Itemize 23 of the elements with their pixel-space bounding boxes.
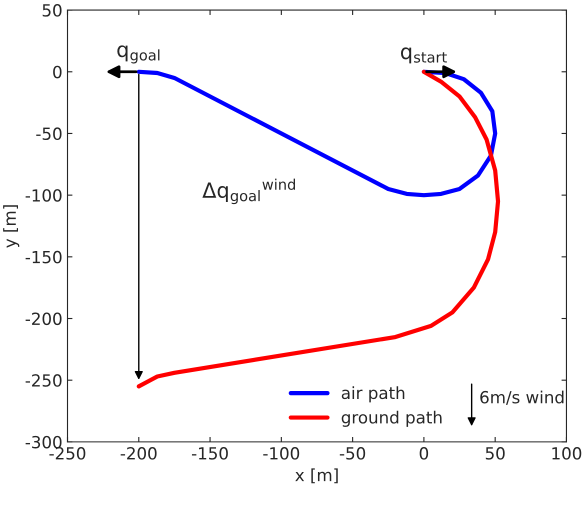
- y-tick-label: -200: [26, 312, 62, 326]
- x-axis-title: x [m]: [295, 468, 338, 484]
- legend-label: ground path: [342, 410, 442, 427]
- y-tick-label: -100: [26, 189, 62, 202]
- x-tick-label: 100: [552, 447, 582, 460]
- legend-label: air path: [342, 386, 404, 402]
- x-tick-label: -50: [340, 447, 366, 460]
- y-tick-label: 50: [42, 4, 62, 17]
- x-tick-label: 50: [486, 447, 505, 460]
- y-tick-label: -150: [26, 250, 62, 264]
- x-tick-label: 0: [420, 447, 428, 460]
- x-tick-label: -200: [120, 447, 157, 460]
- x-tick-label: -100: [263, 447, 300, 460]
- y-tick-label: -300: [26, 436, 62, 448]
- y-axis-title: y [m]: [3, 205, 20, 248]
- y-tick-label: -250: [26, 374, 62, 387]
- x-tick-label: -150: [192, 447, 228, 460]
- annotation: 6m/s wind: [480, 390, 564, 405]
- annotation: Δq$_{goal}$$^{wind}$: [202, 178, 295, 204]
- y-tick-label: 0: [53, 66, 62, 78]
- annotation: q$_{goal}$: [117, 45, 160, 64]
- annotation: q$_{start}$: [400, 47, 447, 64]
- y-tick-label: -50: [36, 127, 62, 140]
